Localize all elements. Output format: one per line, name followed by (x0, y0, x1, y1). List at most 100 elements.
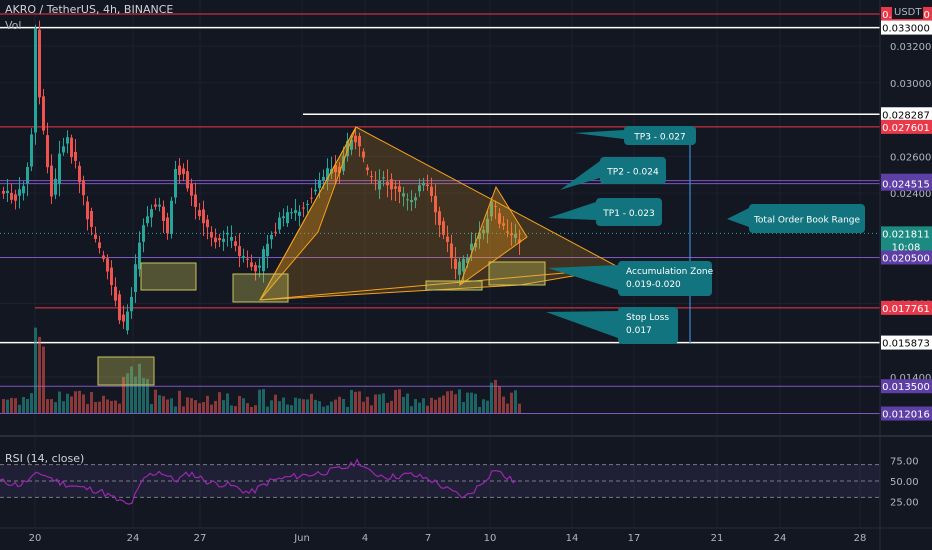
callout-text: TP2 - 0.024 (606, 168, 659, 178)
candle (174, 169, 177, 198)
volume-bar (418, 402, 421, 413)
volume-bar (158, 395, 161, 413)
volume-bar (234, 406, 237, 413)
volume-bar (242, 398, 245, 413)
volume-bar (266, 406, 269, 413)
candle (146, 216, 149, 224)
volume-bar (330, 401, 333, 413)
candle (86, 201, 89, 220)
rsi-tick-label: 25.00 (890, 498, 919, 509)
candle (102, 255, 105, 259)
candle (358, 135, 361, 147)
volume-bar (222, 400, 225, 413)
volume-bar (42, 346, 45, 413)
candle (310, 197, 313, 199)
volume-bar (102, 395, 105, 413)
candle (6, 190, 9, 194)
callout: TP2 - 0.024 (560, 157, 666, 190)
price-label: 0.015873 (882, 339, 930, 350)
candle (382, 177, 385, 179)
callout-text: Stop Loss (626, 313, 669, 323)
candle (278, 217, 281, 230)
candle (346, 140, 349, 157)
volume-bar (206, 395, 209, 413)
candle (322, 176, 325, 181)
volume-bar (346, 406, 349, 413)
rsi-band (0, 464, 880, 498)
candle (30, 134, 33, 167)
volume-bar (90, 392, 93, 413)
currency-label[interactable]: USDT (892, 6, 924, 19)
candle (186, 171, 189, 189)
volume-bar (482, 399, 485, 413)
volume-bar (510, 392, 513, 413)
volume-bar (170, 398, 173, 413)
price-label: 0.027601 (882, 123, 930, 134)
price-label: 0.028287 (882, 110, 930, 121)
callout-pointer (548, 265, 618, 290)
candle (342, 155, 345, 171)
candle (374, 179, 377, 181)
volume-bar (198, 403, 201, 413)
volume-bar (350, 389, 353, 413)
candle (274, 231, 277, 233)
volume-bar (462, 401, 465, 413)
price-label-box (881, 176, 932, 191)
volume-bar (370, 405, 373, 413)
symbol-title[interactable]: AKRO / TetherUS, 4h, BINANCE (5, 3, 174, 16)
candle (402, 193, 405, 197)
volume-bar (310, 393, 313, 413)
price-label: 0.017761 (882, 304, 930, 315)
volume-bar (230, 405, 233, 413)
candle (262, 249, 265, 272)
candle (66, 137, 69, 144)
time-tick-label: 28 (854, 533, 867, 544)
volume-bar (134, 376, 137, 413)
time-tick-label: 24 (774, 533, 787, 544)
candle (306, 204, 309, 206)
time-tick-label: 7 (425, 533, 431, 544)
accumulation-box (232, 273, 289, 303)
volume-bar (442, 395, 445, 413)
volume-bar (22, 397, 25, 413)
candle (70, 137, 73, 158)
callout-text: Total Order Book Range (753, 216, 861, 226)
volume-bar (186, 397, 189, 413)
candle (486, 218, 489, 233)
time-tick-label: 27 (194, 533, 207, 544)
candle (126, 311, 129, 331)
price-label-box (881, 379, 932, 394)
volume-bar (126, 373, 129, 413)
volume-label: Vol (5, 19, 22, 32)
candle (82, 180, 85, 196)
candle (194, 194, 197, 207)
price-label-box (881, 300, 932, 315)
volume-bar (278, 401, 281, 413)
volume-bar (414, 399, 417, 413)
volume-bar (254, 405, 257, 413)
volume-bar (10, 398, 13, 413)
candle (238, 246, 241, 256)
time-tick-label: 14 (566, 533, 579, 544)
candle (242, 256, 245, 258)
candle (362, 151, 365, 158)
volume-bar (86, 403, 89, 413)
candle (46, 135, 49, 168)
candle (270, 234, 273, 240)
candle (314, 189, 317, 192)
candle (454, 258, 457, 269)
candle (430, 186, 433, 196)
accumulation-box (140, 262, 197, 291)
volume-bar (194, 400, 197, 413)
volume-bar (314, 399, 317, 413)
candle (490, 201, 493, 217)
price-label-box (881, 335, 932, 350)
callout: TP1 - 0.023 (548, 198, 662, 226)
accumulation-box (425, 280, 483, 291)
volume-bar (74, 391, 77, 413)
volume-bar (142, 377, 145, 413)
accumulation-box (488, 261, 546, 286)
price-label: 0.024515 (882, 180, 930, 191)
